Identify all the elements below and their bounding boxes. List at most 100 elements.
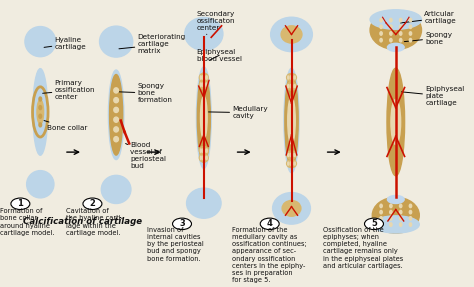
Ellipse shape <box>187 188 221 218</box>
Ellipse shape <box>37 100 44 124</box>
Ellipse shape <box>380 18 382 22</box>
Ellipse shape <box>202 83 203 86</box>
Ellipse shape <box>282 200 301 216</box>
Ellipse shape <box>287 160 296 168</box>
Text: Blood
vessel of
periosteal
bud: Blood vessel of periosteal bud <box>126 142 166 169</box>
Text: 3: 3 <box>179 219 185 228</box>
Ellipse shape <box>284 68 299 173</box>
Ellipse shape <box>370 11 421 50</box>
Ellipse shape <box>202 149 203 152</box>
Text: Invasion of
internal cavities
by the periosteal
bud and spongy
bone formation.: Invasion of internal cavities by the per… <box>147 227 204 262</box>
Ellipse shape <box>101 175 131 203</box>
Text: Epiphyseal
plate
cartilage: Epiphyseal plate cartilage <box>401 86 465 106</box>
Text: Articular
cartilage: Articular cartilage <box>401 11 456 24</box>
Ellipse shape <box>372 216 419 233</box>
Ellipse shape <box>287 151 296 159</box>
Ellipse shape <box>294 153 295 156</box>
Ellipse shape <box>206 76 207 79</box>
Ellipse shape <box>206 149 207 152</box>
Ellipse shape <box>292 162 293 165</box>
Text: Spongy
bone
formation: Spongy bone formation <box>119 83 173 103</box>
Ellipse shape <box>200 154 208 162</box>
Ellipse shape <box>206 156 207 160</box>
Ellipse shape <box>114 127 118 132</box>
Ellipse shape <box>273 193 310 224</box>
Text: Bone collar: Bone collar <box>44 121 88 131</box>
Ellipse shape <box>390 25 392 28</box>
Ellipse shape <box>281 26 302 43</box>
Text: Calcification of cartilage: Calcification of cartilage <box>23 217 143 226</box>
Ellipse shape <box>387 195 404 203</box>
Ellipse shape <box>109 75 123 155</box>
Ellipse shape <box>380 32 382 35</box>
Ellipse shape <box>201 96 207 139</box>
Ellipse shape <box>410 18 411 22</box>
Ellipse shape <box>288 76 289 79</box>
Ellipse shape <box>410 210 411 214</box>
Ellipse shape <box>114 88 118 93</box>
Ellipse shape <box>204 149 205 152</box>
Ellipse shape <box>390 32 392 35</box>
Ellipse shape <box>410 204 411 208</box>
Ellipse shape <box>370 10 421 29</box>
Ellipse shape <box>292 76 293 79</box>
Ellipse shape <box>380 25 382 28</box>
Ellipse shape <box>27 170 54 198</box>
Ellipse shape <box>197 73 210 162</box>
Text: Spongy
bone: Spongy bone <box>404 32 452 44</box>
Ellipse shape <box>387 68 405 176</box>
Ellipse shape <box>204 156 205 160</box>
Ellipse shape <box>390 217 392 220</box>
Ellipse shape <box>410 32 411 35</box>
Text: Hyaline
cartilage: Hyaline cartilage <box>44 37 86 50</box>
Ellipse shape <box>290 76 291 79</box>
Ellipse shape <box>39 123 42 127</box>
Ellipse shape <box>290 162 291 165</box>
Ellipse shape <box>390 223 392 226</box>
Ellipse shape <box>390 210 392 214</box>
Text: Deteriorating
cartilage
matrix: Deteriorating cartilage matrix <box>119 34 186 55</box>
Circle shape <box>260 218 279 230</box>
Circle shape <box>365 218 383 230</box>
Text: Primary
ossification
center: Primary ossification center <box>43 80 95 100</box>
Ellipse shape <box>290 84 291 88</box>
Ellipse shape <box>114 117 118 122</box>
Text: Secondary
ossificaton
center: Secondary ossificaton center <box>197 11 235 34</box>
Ellipse shape <box>200 146 208 155</box>
Ellipse shape <box>294 76 295 79</box>
Ellipse shape <box>400 38 402 42</box>
Ellipse shape <box>372 197 419 233</box>
Text: Epiphyseal
blood vessel: Epiphyseal blood vessel <box>197 49 242 62</box>
Ellipse shape <box>39 97 42 101</box>
Ellipse shape <box>400 25 402 28</box>
Text: 2: 2 <box>90 199 95 208</box>
Ellipse shape <box>387 43 404 51</box>
Ellipse shape <box>288 153 289 156</box>
Ellipse shape <box>288 162 289 165</box>
Text: 1: 1 <box>18 199 23 208</box>
Ellipse shape <box>380 210 382 214</box>
Ellipse shape <box>292 153 293 156</box>
Ellipse shape <box>196 67 211 168</box>
Ellipse shape <box>271 17 312 52</box>
Ellipse shape <box>410 38 411 42</box>
Ellipse shape <box>390 38 392 42</box>
Ellipse shape <box>400 223 402 226</box>
Ellipse shape <box>288 84 289 88</box>
Circle shape <box>83 198 102 210</box>
Text: Medullary
cavity: Medullary cavity <box>209 106 268 119</box>
Ellipse shape <box>410 25 411 28</box>
Ellipse shape <box>400 32 402 35</box>
Ellipse shape <box>410 223 411 226</box>
Circle shape <box>173 218 191 230</box>
Ellipse shape <box>185 17 223 51</box>
Ellipse shape <box>400 204 402 208</box>
Ellipse shape <box>287 82 296 90</box>
Ellipse shape <box>39 114 42 118</box>
Ellipse shape <box>390 204 392 208</box>
Ellipse shape <box>25 27 55 57</box>
Ellipse shape <box>288 97 295 144</box>
Ellipse shape <box>292 84 293 88</box>
Ellipse shape <box>204 83 205 86</box>
Ellipse shape <box>114 137 118 142</box>
